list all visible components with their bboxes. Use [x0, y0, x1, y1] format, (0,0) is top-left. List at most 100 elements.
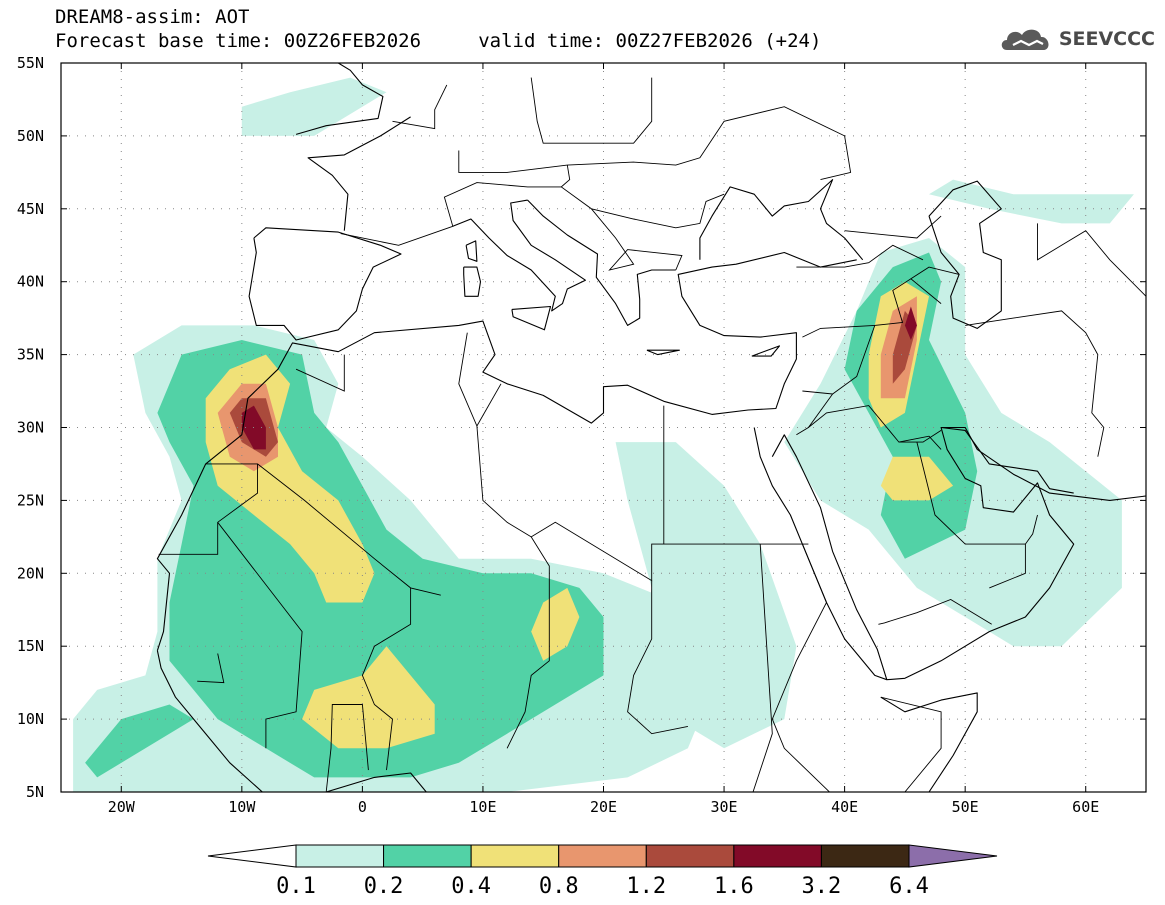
- colorbar-swatch: [383, 844, 472, 868]
- colorbar-label: 0.4: [451, 874, 491, 899]
- lat-tick-label: 50N: [17, 127, 44, 145]
- coastline: [527, 199, 676, 326]
- aot-band-0.1-east-africa: [615, 442, 797, 749]
- coastline: [156, 251, 857, 651]
- country-border: [627, 580, 688, 735]
- lon-tick-label: 30E: [711, 798, 738, 816]
- colorbar-swatch: [470, 844, 560, 868]
- country-border: [392, 84, 448, 130]
- colorbar-swatch: [733, 844, 822, 868]
- colorbar-label: 3.2: [802, 874, 842, 899]
- coastline: [452, 199, 586, 312]
- colorbar-swatch: [820, 844, 910, 868]
- country-border: [878, 599, 992, 625]
- colorbar-swatch: [558, 844, 647, 868]
- colorbar-swatch: [645, 844, 735, 868]
- aot-band-0.1-north: [241, 77, 387, 136]
- country-border: [898, 435, 942, 450]
- axis-labels: 55N 50N 45N 40N 35N 30N 25N 20N 15N 10N 5N 20W 10W 0 1…: [17, 54, 1146, 816]
- country-border: [197, 653, 225, 684]
- country-border: [476, 383, 502, 427]
- coastline: [511, 305, 552, 331]
- coastline: [307, 116, 411, 231]
- country-border: [458, 106, 852, 181]
- lon-tick-label: 20E: [590, 798, 617, 816]
- lat-tick-label: 5N: [26, 783, 44, 801]
- colorbar-label: 0.2: [364, 874, 404, 899]
- colorbar-label: 1.2: [626, 874, 666, 899]
- country-border: [506, 536, 550, 749]
- coastline: [463, 266, 482, 297]
- country-border: [217, 522, 303, 749]
- coastline: [156, 650, 427, 792]
- coastline: [880, 692, 978, 792]
- colorbar-low-arrow: [207, 844, 297, 868]
- colorbar-label: 1.6: [714, 874, 754, 899]
- aot-band-1.6-iraq: [904, 306, 917, 340]
- lat-tick-label: 40N: [17, 273, 44, 291]
- lat-tick-label: 15N: [17, 637, 44, 655]
- colorbar-label: 6.4: [889, 874, 929, 899]
- lon-tick-label: 40E: [831, 798, 858, 816]
- colorbar-high-arrow: [908, 844, 998, 868]
- coastline: [941, 426, 1074, 494]
- country-border: [796, 244, 924, 268]
- aot-band-0.1-caspian: [929, 179, 1134, 224]
- lon-tick-label: 50E: [952, 798, 979, 816]
- country-border: [361, 587, 412, 771]
- lat-tick-label: 10N: [17, 710, 44, 728]
- country-border: [802, 324, 875, 338]
- coastlines-and-borders: [156, 63, 1146, 792]
- coastline: [928, 180, 1002, 329]
- lat-tick-label: 55N: [17, 54, 44, 72]
- country-border: [257, 463, 441, 596]
- lat-tick-label: 25N: [17, 491, 44, 509]
- colorbar-swatch: [295, 844, 385, 868]
- country-border: [965, 310, 1105, 457]
- lon-tick-label: 20W: [108, 798, 136, 816]
- country-border: [530, 77, 653, 144]
- lon-tick-label: 60E: [1072, 798, 1099, 816]
- colorbar-label: 0.8: [539, 874, 579, 899]
- logo-text: SEEVCCC: [1058, 28, 1155, 50]
- colorbar-label: 0.1: [276, 874, 316, 899]
- coastline: [699, 179, 864, 261]
- aot-band-0.4-arabia: [880, 456, 954, 501]
- forecast-time-line: Forecast base time: 00Z26FEB2026 valid t…: [55, 30, 822, 52]
- colorbar: 0.1 0.2 0.4 0.8 1.2 1.6 3.2 6.4: [207, 844, 998, 899]
- country-border: [325, 704, 369, 792]
- country-border: [989, 544, 1026, 589]
- country-border: [802, 278, 942, 395]
- coastline: [771, 434, 888, 680]
- coastline: [751, 345, 781, 357]
- country-border: [295, 354, 345, 392]
- cloud-icon: [1001, 29, 1049, 50]
- lon-tick-label: 0: [358, 798, 367, 816]
- coastline: [465, 240, 478, 262]
- lat-tick-label: 35N: [17, 346, 44, 364]
- coastline: [295, 63, 384, 135]
- seevccc-logo: SEEVCCC: [999, 22, 1155, 56]
- country-border: [844, 215, 942, 239]
- country-border: [561, 165, 571, 188]
- aot-contour-fields: [73, 77, 1134, 792]
- country-border: [340, 182, 725, 246]
- lat-tick-label: 20N: [17, 564, 44, 582]
- country-border: [916, 441, 1038, 545]
- country-border: [808, 405, 942, 443]
- country-border: [752, 544, 773, 792]
- lat-tick-label: 45N: [17, 200, 44, 218]
- country-border: [591, 208, 683, 271]
- lon-tick-label: 10W: [228, 798, 256, 816]
- map-title: DREAM8-assim: AOT: [55, 6, 250, 28]
- coastline: [646, 349, 680, 356]
- country-border: [1037, 223, 1146, 297]
- country-border: [771, 543, 942, 792]
- lat-tick-label: 30N: [17, 419, 44, 437]
- aot-band-0.4-gulf: [302, 646, 435, 749]
- lon-tick-label: 10E: [469, 798, 496, 816]
- country-border: [910, 266, 960, 280]
- aot-band-0.2-atlantic: [85, 704, 194, 778]
- aot-band-0.4-chad: [531, 587, 580, 661]
